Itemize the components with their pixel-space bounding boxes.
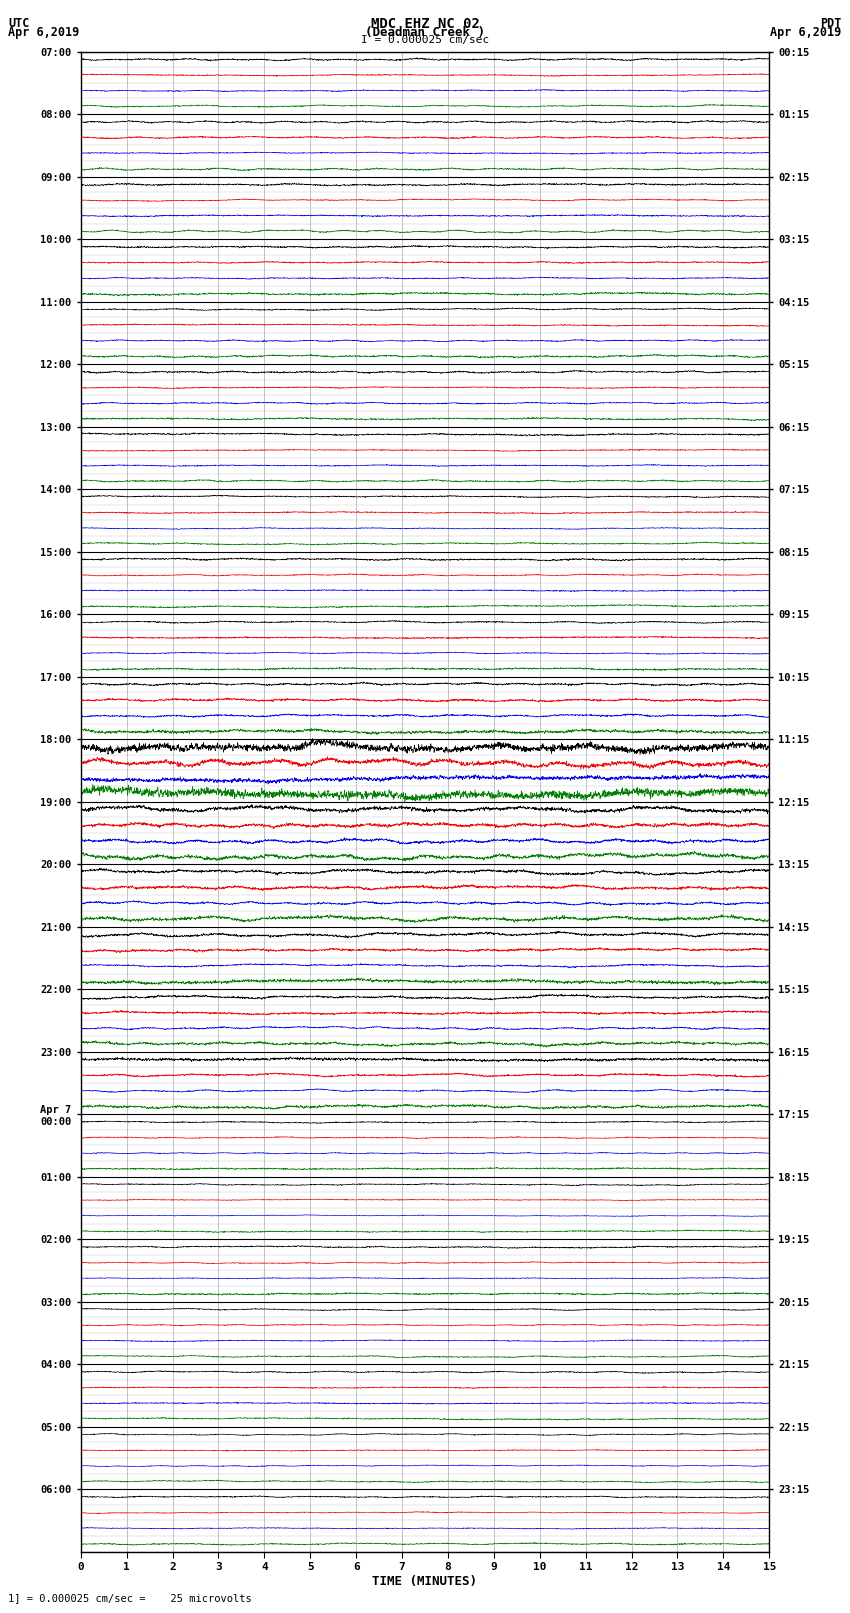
Text: MDC EHZ NC 02: MDC EHZ NC 02 bbox=[371, 18, 479, 31]
X-axis label: TIME (MINUTES): TIME (MINUTES) bbox=[372, 1574, 478, 1587]
Text: UTC: UTC bbox=[8, 18, 30, 31]
Text: (Deadman Creek ): (Deadman Creek ) bbox=[365, 26, 485, 39]
Text: PDT: PDT bbox=[820, 18, 842, 31]
Text: 1] = 0.000025 cm/sec =    25 microvolts: 1] = 0.000025 cm/sec = 25 microvolts bbox=[8, 1594, 252, 1603]
Text: I = 0.000025 cm/sec: I = 0.000025 cm/sec bbox=[361, 35, 489, 45]
Text: Apr 6,2019: Apr 6,2019 bbox=[8, 26, 80, 39]
Text: Apr 6,2019: Apr 6,2019 bbox=[770, 26, 842, 39]
